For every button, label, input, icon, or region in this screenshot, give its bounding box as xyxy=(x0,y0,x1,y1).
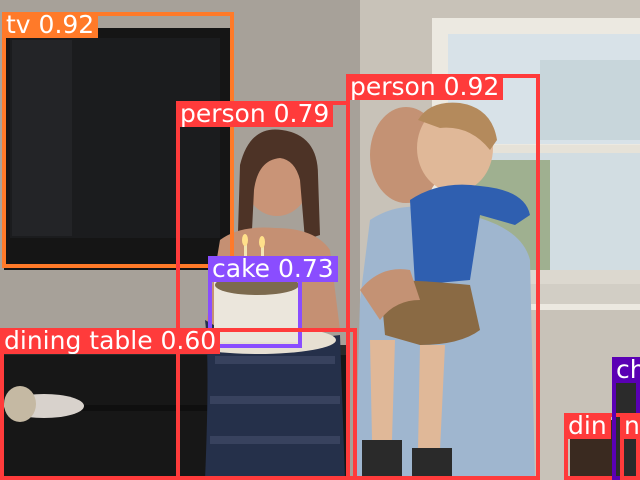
photo-background xyxy=(0,0,640,480)
detection-scene: tv 0.92 person 0.79 person 0.92 cake 0.7… xyxy=(0,0,640,480)
